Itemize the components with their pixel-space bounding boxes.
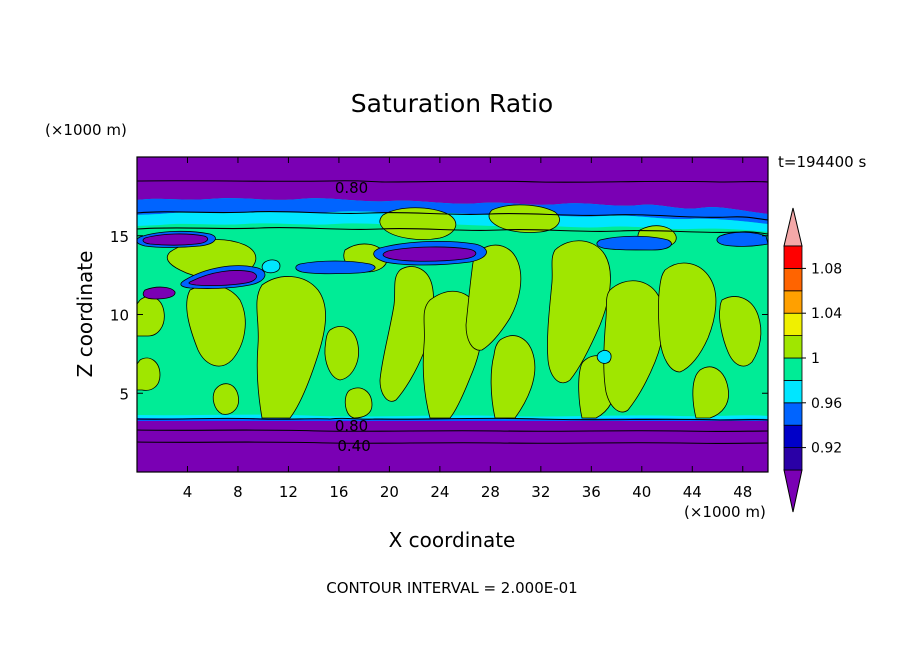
- colorbar-under-triangle: [783, 469, 803, 513]
- dry-lenses: [137, 230, 768, 364]
- colorbar-segment-8: [783, 267, 803, 292]
- contour-field: [137, 157, 768, 472]
- upper-blue-band: [137, 198, 768, 224]
- x-tick-label: 12: [279, 483, 298, 501]
- x-tick-label: 48: [733, 483, 752, 501]
- x-tick-label: 8: [233, 483, 243, 501]
- colorbar-label-2: 1: [811, 351, 820, 367]
- colorbar-segment-7: [783, 290, 803, 314]
- colorbar-over-triangle: [783, 207, 803, 247]
- x-tick-label: 4: [183, 483, 193, 501]
- y-tick-label: 5: [119, 385, 129, 403]
- x-tick-label: 28: [481, 483, 500, 501]
- y-axis-unit: (×1000 m): [45, 121, 127, 139]
- colorbar-segment-4: [783, 357, 803, 381]
- y-axis: 5 10 15: [110, 228, 768, 403]
- contour-label-1: 0.80: [335, 417, 368, 435]
- contour-label-2: 0.40: [337, 437, 370, 455]
- y-tick-label: 10: [110, 307, 129, 325]
- time-label: t=194400 s: [778, 153, 866, 171]
- colorbar-segment-5: [783, 335, 803, 359]
- x-tick-label: 40: [632, 483, 651, 501]
- x-axis: 4 8 12 16 20 24 28 32 36 40 44 48: [183, 157, 752, 501]
- y-tick-label: 15: [110, 228, 129, 246]
- colorbar-label-0: 0.92: [811, 441, 842, 457]
- contour-label-0: 0.80: [335, 179, 368, 197]
- upper-dry-layer: [137, 157, 768, 214]
- colorbar-label-3: 1.04: [811, 306, 842, 322]
- contour-labels: 0.80 0.80 0.40: [335, 179, 371, 455]
- y-axis-label: Z coordinate: [73, 251, 97, 378]
- x-tick-label: 24: [430, 483, 449, 501]
- x-tick-label: 16: [329, 483, 348, 501]
- colorbar-segment-0: [783, 447, 803, 471]
- colorbar-segment-6: [783, 312, 803, 337]
- chart-title: Saturation Ratio: [351, 89, 553, 118]
- colorbar-segment-3: [783, 379, 803, 404]
- x-tick-label: 32: [531, 483, 550, 501]
- contour-interval-footer: CONTOUR INTERVAL = 2.000E-01: [326, 579, 577, 597]
- x-tick-label: 44: [683, 483, 702, 501]
- lower-dry-layer: [137, 421, 768, 472]
- colorbar-label-1: 0.96: [811, 396, 842, 412]
- colorbar-label-4: 1.08: [811, 261, 842, 277]
- colorbar-segment-1: [783, 424, 803, 449]
- colorbar: 0.92 0.96 1 1.04 1.08: [783, 207, 842, 513]
- x-axis-unit: (×1000 m): [684, 503, 766, 521]
- x-tick-label: 20: [380, 483, 399, 501]
- colorbar-segment-9: [783, 245, 803, 269]
- x-tick-label: 36: [582, 483, 601, 501]
- supersaturated-plumes: [137, 204, 762, 419]
- contour-lines: [137, 180, 768, 444]
- x-axis-label: X coordinate: [389, 528, 516, 552]
- colorbar-segment-2: [783, 402, 803, 426]
